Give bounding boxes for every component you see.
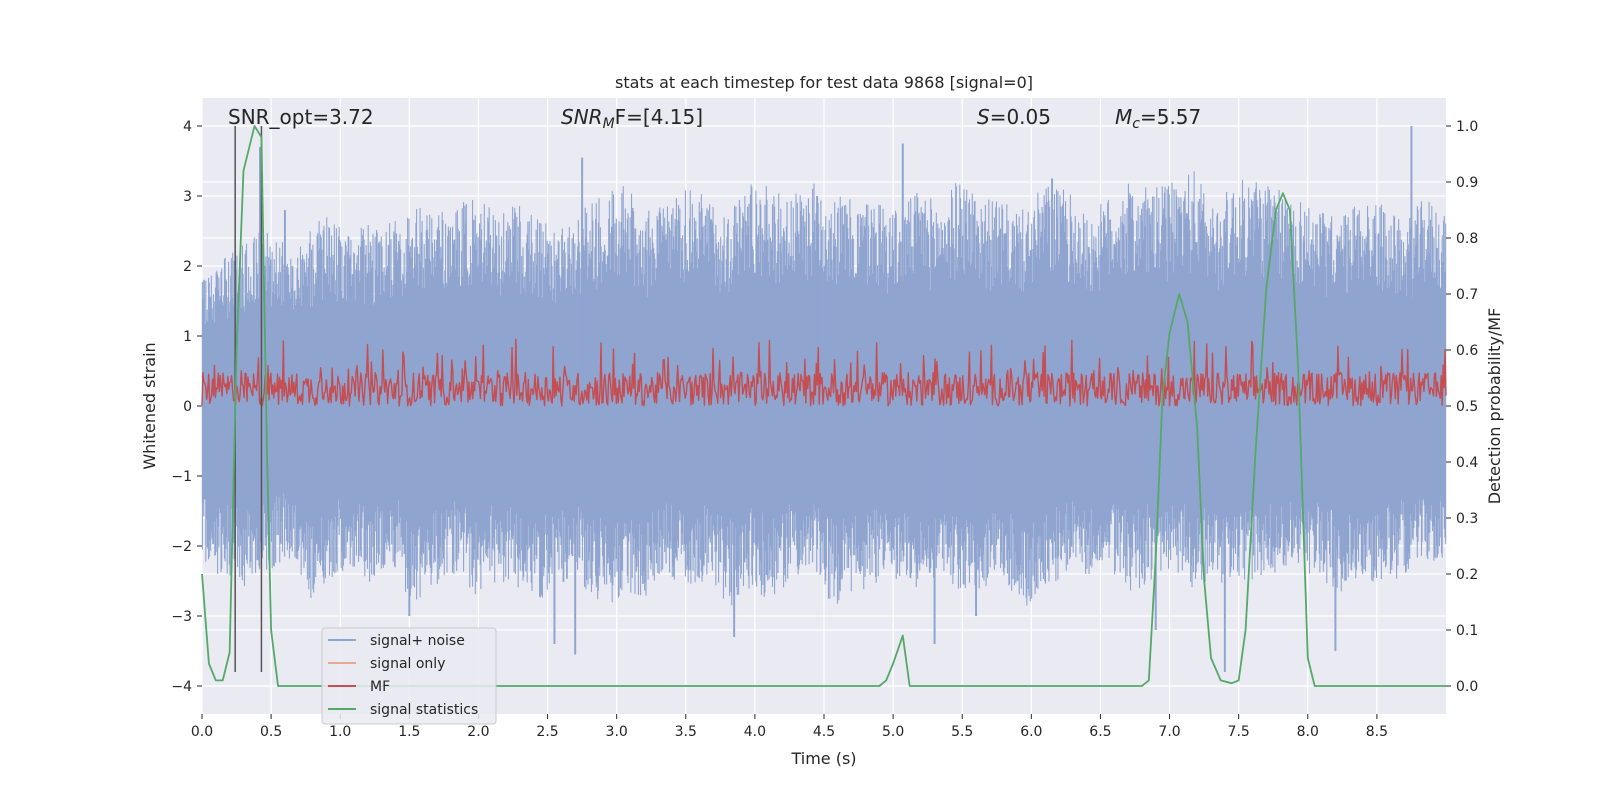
x-axis-label: Time (s) bbox=[790, 749, 856, 768]
annotation-s: S=0.05 bbox=[977, 105, 1051, 129]
legend-box bbox=[321, 627, 497, 725]
x-tick-label: 7.5 bbox=[1228, 724, 1250, 740]
legend-label-mf: MF bbox=[370, 679, 390, 695]
legend-label-signal-statistics: signal statistics bbox=[370, 702, 478, 718]
x-tick-label: 7.0 bbox=[1158, 724, 1180, 740]
annotation-mc-value: =5.57 bbox=[1140, 105, 1201, 129]
x-tick-label: 0.5 bbox=[260, 724, 282, 740]
y-left-tick-label: 3 bbox=[183, 189, 192, 205]
annotation-mc: Mc=5.57 bbox=[1115, 105, 1201, 132]
y-left-tick-label: 1 bbox=[183, 329, 192, 345]
y-left-tick-label: 0 bbox=[183, 399, 192, 415]
legend-label-signal-only: signal only bbox=[370, 656, 445, 672]
series-signal-statistics bbox=[201, 125, 1446, 687]
y-right-tick-label: 0.8 bbox=[1456, 231, 1478, 247]
y-axis-right-label: Detection probability/MF bbox=[1485, 308, 1504, 505]
x-tick-label: 4.5 bbox=[813, 724, 835, 740]
y-right-tick-label: 0.9 bbox=[1456, 175, 1478, 191]
y-right-tick-label: 0.0 bbox=[1456, 679, 1478, 695]
y-left-tick-label: −1 bbox=[171, 469, 192, 485]
x-tick-label: 1.0 bbox=[329, 724, 351, 740]
y-right-tick-label: 0.5 bbox=[1456, 399, 1478, 415]
annotation-mc-symbol: M bbox=[1115, 105, 1132, 129]
x-axis-ticks: 0.0 0.5 1.0 1.5 2.0 2.5 3.0 3.5 4.0 4.5 5.0 5.5 6.0 6… bbox=[191, 714, 1388, 740]
y-left-tick-label: 4 bbox=[183, 119, 192, 135]
x-tick-label: 3.5 bbox=[675, 724, 697, 740]
x-tick-label: 3.0 bbox=[606, 724, 628, 740]
annotation-s-value: =0.05 bbox=[990, 105, 1051, 129]
chart-title: stats at each timestep for test data 986… bbox=[615, 73, 1033, 92]
signal-statistics-line bbox=[201, 125, 1446, 687]
x-tick-label: 6.0 bbox=[1020, 724, 1042, 740]
y-right-tick-label: 0.7 bbox=[1456, 287, 1478, 303]
y-left-tick-label: −4 bbox=[171, 679, 192, 695]
x-tick-label: 1.5 bbox=[398, 724, 420, 740]
annotation-snr-opt: SNR_opt=3.72 bbox=[228, 105, 374, 129]
y-right-tick-label: 0.6 bbox=[1456, 343, 1478, 359]
y-right-tick-label: 1.0 bbox=[1456, 119, 1478, 135]
x-tick-label: 6.5 bbox=[1089, 724, 1111, 740]
x-tick-label: 2.0 bbox=[467, 724, 489, 740]
x-tick-label: 8.0 bbox=[1297, 724, 1319, 740]
x-tick-label: 4.0 bbox=[744, 724, 766, 740]
annotation-snr-mf-subscript: M bbox=[603, 116, 615, 132]
series-mf bbox=[201, 338, 1447, 407]
mf-trace bbox=[201, 338, 1447, 407]
y-left-tick-label: −3 bbox=[171, 609, 192, 625]
y-right-tick-label: 0.4 bbox=[1456, 455, 1478, 471]
y-axis-right-ticks: 1.0 0.9 0.8 0.7 0.6 0.5 0.4 0.3 0.2 0.1 0.0 bbox=[1446, 119, 1478, 695]
annotation-snr-mf: SNRMF=[4.15] bbox=[561, 105, 703, 132]
y-axis-left-ticks: 4 3 2 1 0 −1 −2 −3 −4 bbox=[171, 119, 202, 695]
x-tick-label: 2.5 bbox=[536, 724, 558, 740]
y-right-tick-label: 0.1 bbox=[1456, 623, 1478, 639]
x-tick-label: 8.5 bbox=[1366, 724, 1388, 740]
y-axis-left-label: Whitened strain bbox=[140, 342, 159, 469]
annotation-snr-mf-symbol: SNR bbox=[561, 105, 603, 129]
annotation-s-symbol: S bbox=[977, 105, 990, 129]
legend-label-signal-noise: signal+ noise bbox=[370, 633, 465, 649]
x-tick-label: 5.0 bbox=[882, 724, 904, 740]
y-right-tick-label: 0.2 bbox=[1456, 567, 1478, 583]
legend: signal+ noise signal only MF signal stat… bbox=[321, 627, 497, 725]
y-left-tick-label: −2 bbox=[171, 539, 192, 555]
x-tick-label: 5.5 bbox=[951, 724, 973, 740]
annotation-mc-subscript: c bbox=[1132, 116, 1140, 132]
y-left-tick-label: 2 bbox=[183, 259, 192, 275]
annotation-snr-mf-value: F=[4.15] bbox=[615, 105, 703, 129]
x-tick-label: 0.0 bbox=[191, 724, 213, 740]
y-right-tick-label: 0.3 bbox=[1456, 511, 1478, 527]
